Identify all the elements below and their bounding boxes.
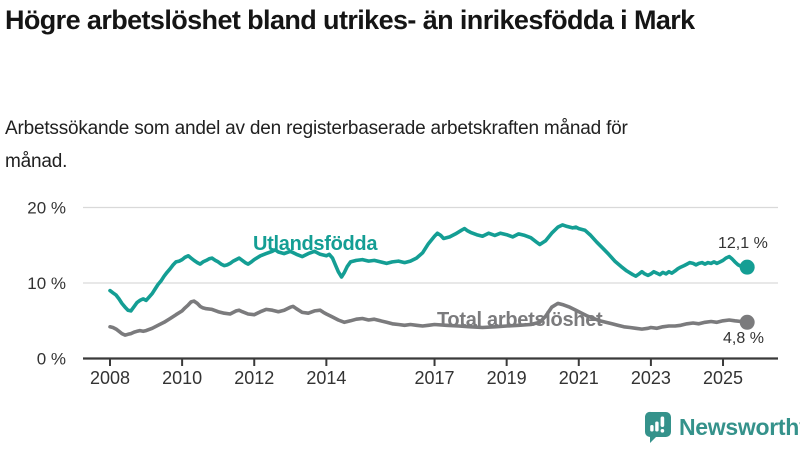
x-tick-label: 2017	[415, 368, 455, 388]
page-title: Högre arbetslöshet bland utrikes- än inr…	[5, 5, 695, 35]
y-tick-label: 10 %	[27, 274, 66, 293]
y-tick-label: 0 %	[37, 350, 66, 369]
y-tick-label: 20 %	[27, 199, 66, 218]
x-tick-label: 2025	[703, 368, 743, 388]
brand-footer: Newsworthy	[644, 410, 800, 444]
series-line-utlandsfodda	[108, 223, 750, 313]
brand-name: Newsworthy	[679, 413, 800, 440]
end-value-label-utlandsfodda: 12,1 %	[718, 235, 768, 252]
x-tick-label: 2012	[234, 368, 274, 388]
series-label-total-arbetsloshet: Total arbetslöshet	[437, 309, 603, 331]
x-tick-label: 2023	[631, 368, 671, 388]
chart-subtitle: Arbetssökande som andel av den registerb…	[5, 118, 628, 172]
x-tick-label: 2019	[487, 368, 527, 388]
end-dot-total	[739, 314, 755, 330]
series-label-utlandsfodda: Utlandsfödda	[253, 233, 378, 255]
series-line-total	[108, 299, 750, 337]
x-tick-label: 2010	[162, 368, 202, 388]
newsworthy-logo-icon	[644, 411, 671, 443]
x-tick-label: 2014	[306, 368, 346, 388]
end-value-label-total-arbetsloshet: 4,8 %	[723, 330, 764, 347]
x-tick-label: 2021	[559, 368, 599, 388]
x-tick-label: 2008	[90, 368, 130, 388]
end-dot-utlandsfodda	[739, 259, 755, 275]
